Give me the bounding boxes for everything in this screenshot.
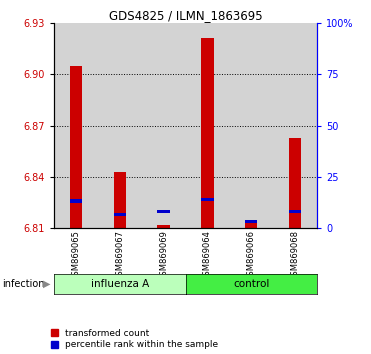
Bar [98,23,142,228]
Bar [157,210,170,213]
Bar [157,225,170,228]
Bar [201,198,214,201]
Bar [229,23,273,228]
Text: GDS4825 / ILMN_1863695: GDS4825 / ILMN_1863695 [109,9,262,22]
Bar [289,138,301,228]
Bar [70,199,82,202]
Bar [114,172,126,228]
Bar [142,23,186,228]
Text: ▶: ▶ [43,279,50,289]
Bar [245,223,257,228]
Text: control: control [233,279,270,289]
Bar [201,38,214,228]
Bar [70,66,82,228]
Bar [54,23,98,228]
Legend: transformed count, percentile rank within the sample: transformed count, percentile rank withi… [51,329,219,349]
Bar [114,213,126,216]
Bar [245,220,257,223]
Text: infection: infection [2,279,45,289]
Bar [273,23,317,228]
Bar [186,23,229,228]
Text: influenza A: influenza A [91,279,149,289]
Bar [289,210,301,213]
